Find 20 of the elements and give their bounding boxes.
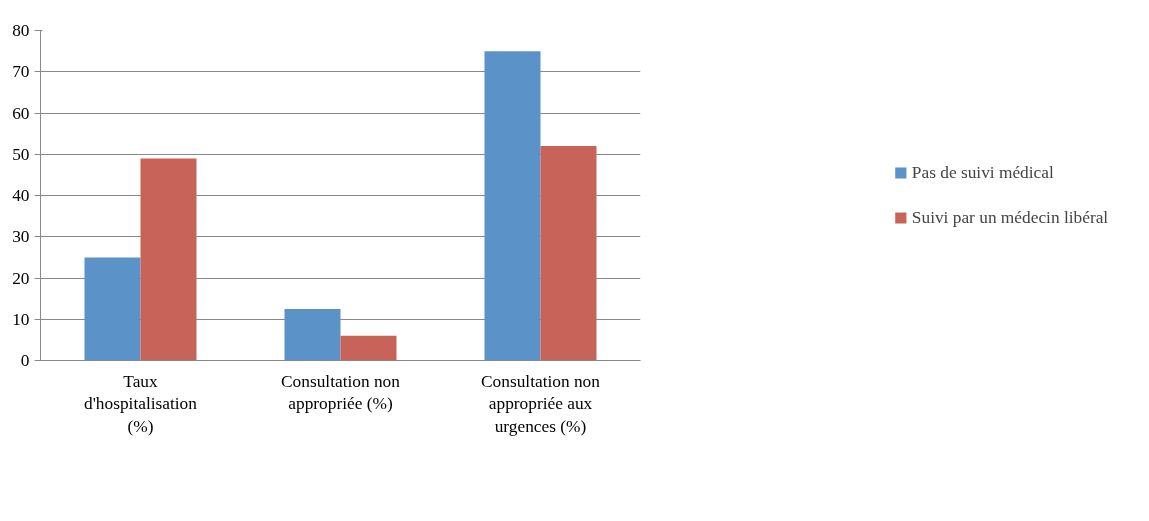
y-tick-label: 70	[12, 62, 30, 82]
y-tick-label: 80	[12, 21, 30, 40]
y-tick-label: 20	[12, 268, 30, 288]
x-tick-label: Consultation non appropriée (%)	[281, 371, 401, 414]
y-tick-label: 50	[12, 144, 30, 164]
bar	[540, 146, 597, 361]
y-tick-label: 60	[12, 103, 30, 123]
x-tick-label: Taux d'hospitalisation (%)	[84, 371, 198, 437]
bar	[84, 257, 141, 361]
bar	[340, 335, 397, 361]
x-tick-label: Consultation non appropriée aux urgences (%)	[481, 371, 601, 437]
legend-label: Pas de suivi médical	[911, 162, 1054, 183]
y-tick-label: 10	[12, 309, 30, 329]
bar	[484, 51, 541, 361]
legend-label: Suivi par un médecin libéral	[911, 207, 1109, 228]
y-tick-label: 30	[12, 227, 30, 247]
y-tick-label: 0	[20, 351, 30, 370]
bar	[140, 158, 197, 361]
bar	[284, 308, 341, 361]
y-tick-label: 40	[12, 186, 30, 205]
